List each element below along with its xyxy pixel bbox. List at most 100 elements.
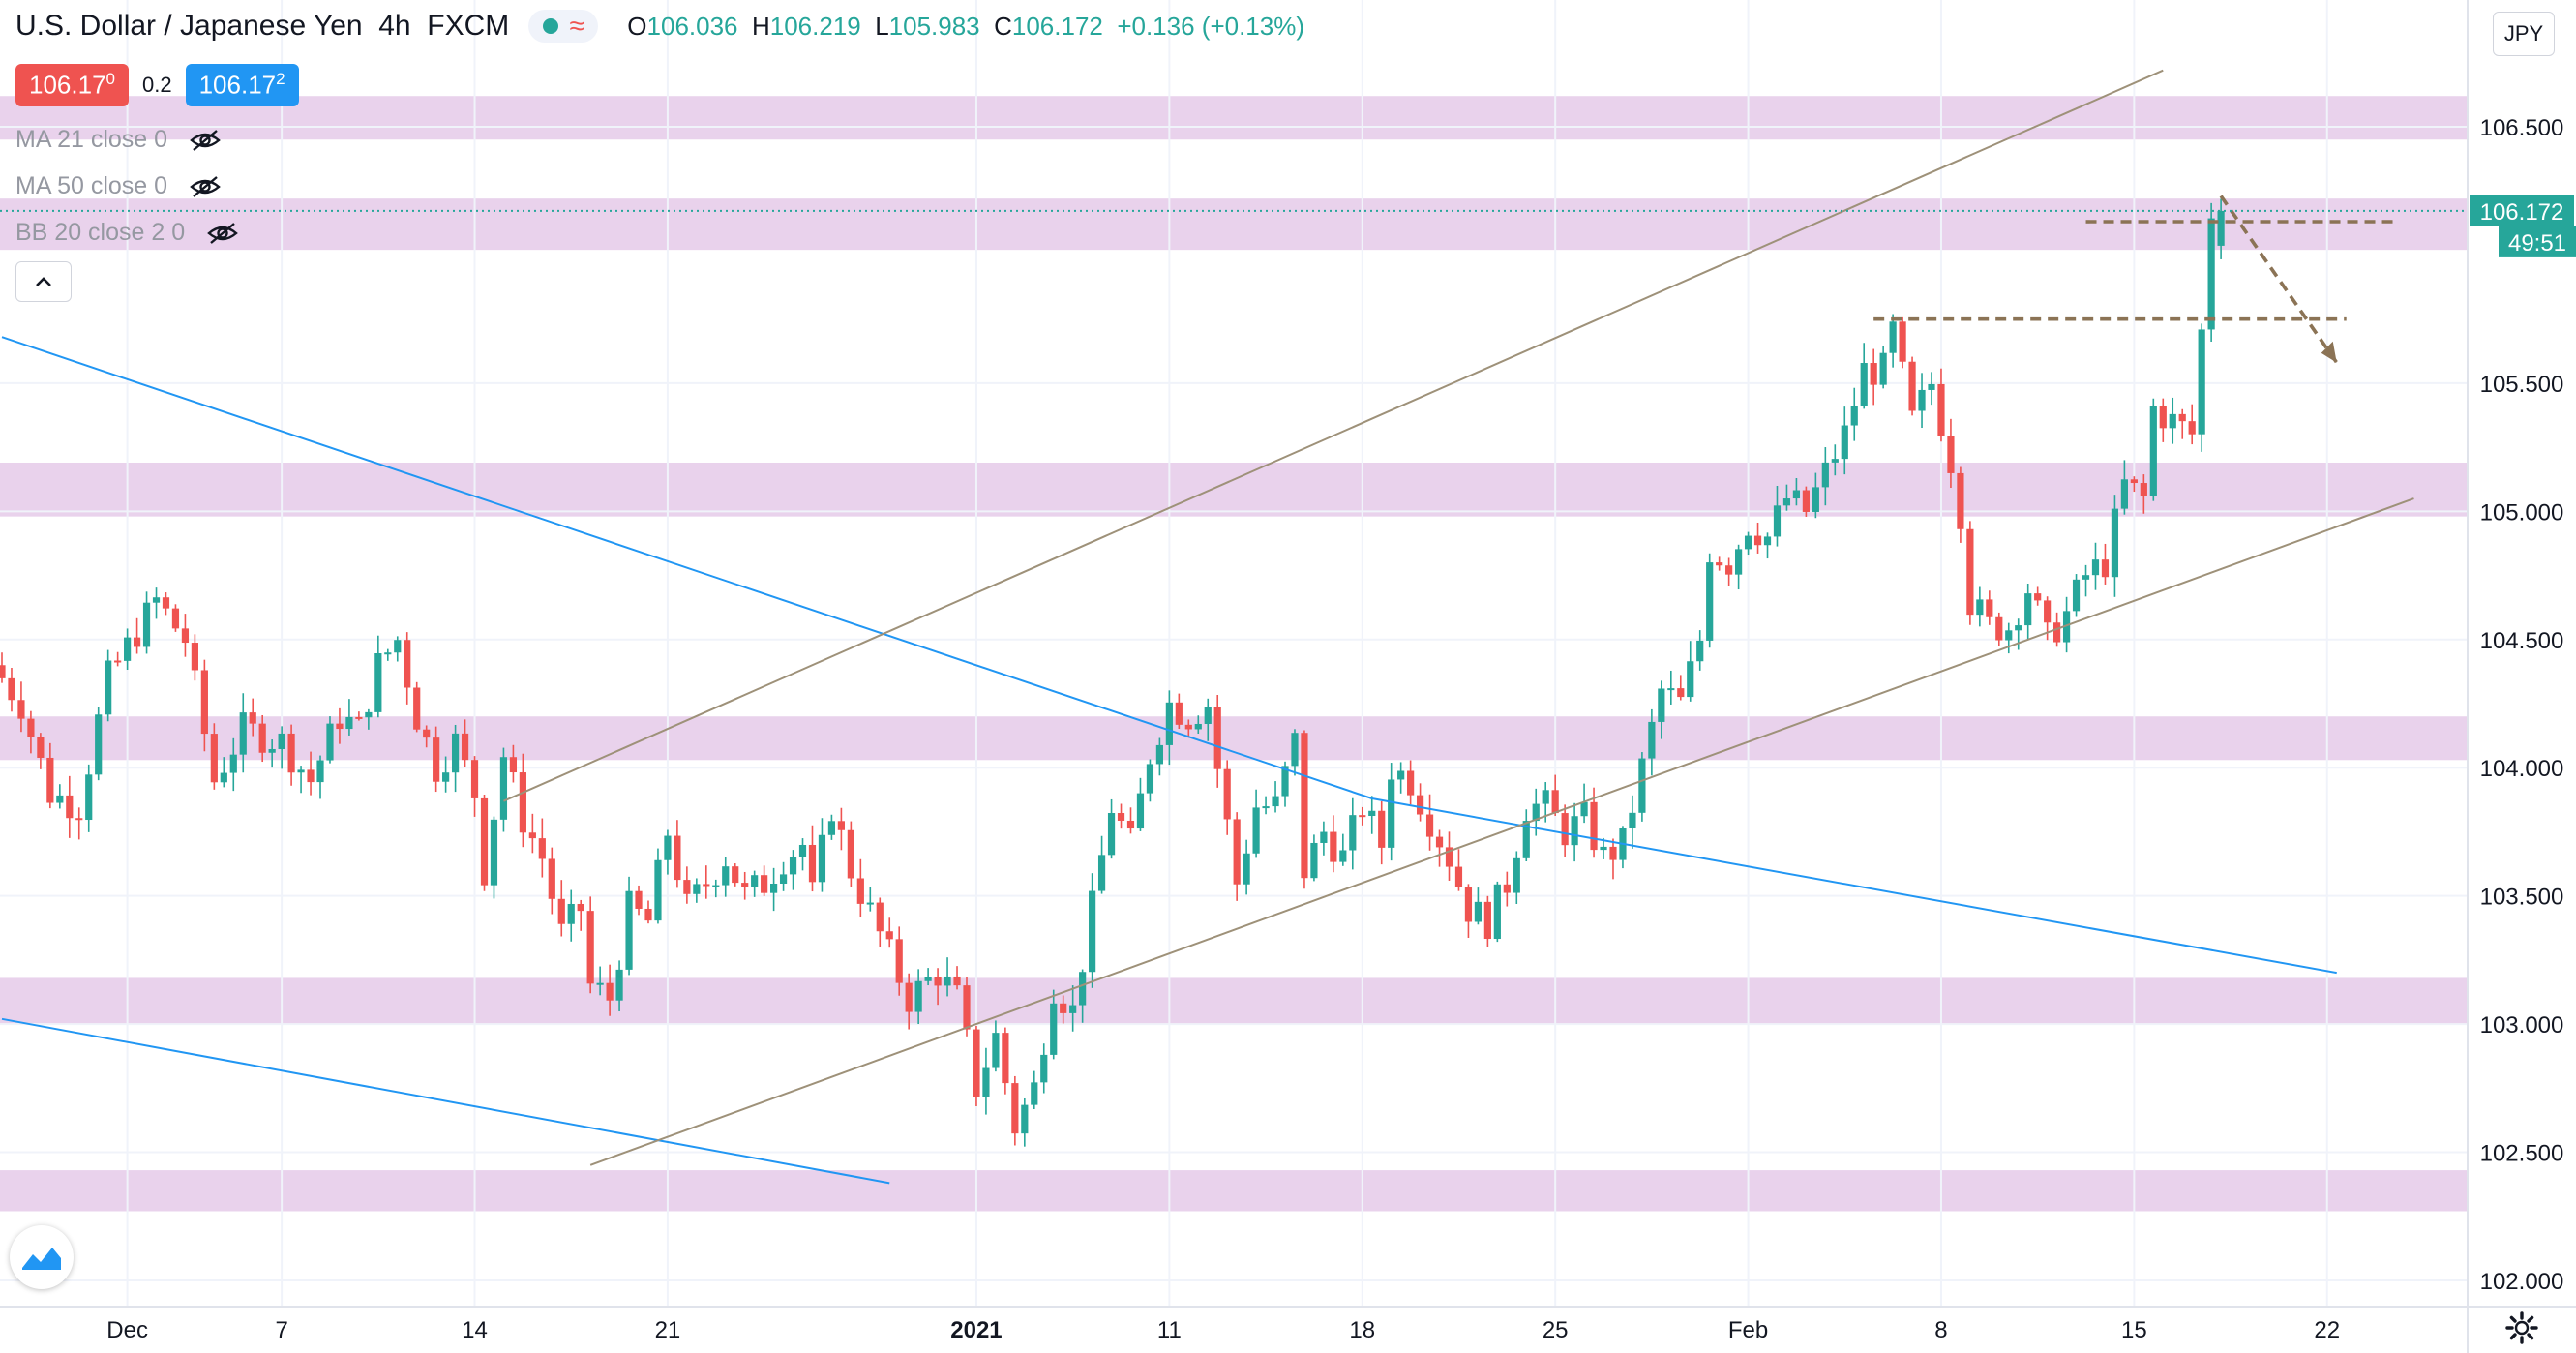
open-value: 106.036 — [646, 11, 738, 41]
candle-body — [1928, 383, 1935, 390]
channel-line-lower[interactable] — [589, 497, 2414, 1166]
candle-body — [1580, 801, 1588, 817]
candle-body — [1696, 640, 1704, 662]
hidden-eye-icon[interactable] — [189, 129, 222, 152]
candle-body — [1995, 616, 2003, 641]
candle-body — [1089, 890, 1096, 973]
candle-body — [297, 769, 305, 773]
candle-body — [1378, 810, 1386, 848]
resistance-zone — [0, 198, 2468, 251]
candle-body — [1050, 1003, 1058, 1055]
candle-body — [75, 818, 83, 821]
channel-line-upper[interactable] — [503, 69, 2164, 802]
indicator-ma50[interactable]: MA 50 close 0 — [15, 172, 222, 200]
hidden-eye-icon[interactable] — [189, 175, 222, 198]
time-tick-label: 11 — [1157, 1317, 1182, 1343]
candle-body — [394, 640, 402, 653]
candle-body — [712, 885, 720, 887]
candle-body — [316, 760, 324, 783]
trade-panel: 106.170 0.2 106.172 — [15, 64, 299, 106]
support-resistance-zones — [0, 96, 2468, 1212]
candle-body — [866, 902, 874, 905]
candle-body — [1117, 813, 1125, 821]
candle-body — [1782, 498, 1791, 506]
candle-body — [1658, 688, 1665, 722]
indicator-ma21[interactable]: MA 21 close 0 — [15, 126, 222, 154]
candle-body — [2015, 625, 2022, 631]
candle-body — [1233, 819, 1241, 885]
trendline-upper-extension[interactable] — [1371, 797, 2337, 975]
trendline-upper[interactable] — [1, 336, 1373, 799]
tradingview-logo-icon[interactable] — [10, 1225, 74, 1289]
price-tick-label: 104.500 — [2480, 628, 2564, 654]
price-tick-label: 103.500 — [2480, 885, 2564, 911]
candle-body — [1310, 842, 1318, 879]
data-delay-wave-icon: ≈ — [569, 11, 584, 41]
buy-price-fraction: 2 — [276, 70, 285, 88]
candle-body — [1889, 321, 1897, 353]
candle-body — [2005, 630, 2013, 641]
candle-body — [1272, 796, 1279, 807]
candle-body — [1021, 1104, 1029, 1134]
candle-body — [1079, 972, 1087, 1006]
candle-body — [895, 939, 903, 983]
candle-body — [847, 829, 854, 879]
candle-body — [2091, 559, 2100, 576]
candle-body — [924, 977, 932, 981]
sell-button[interactable]: 106.170 — [15, 64, 129, 106]
candle-body — [1320, 831, 1328, 843]
candle-body — [1947, 436, 1955, 473]
resistance-zone — [0, 716, 2468, 761]
price-tick-label: 102.000 — [2480, 1269, 2564, 1295]
candle-body — [1753, 535, 1762, 546]
candle-body — [2207, 218, 2215, 330]
candle-body — [808, 844, 817, 883]
candle-body — [1194, 723, 1202, 730]
indicator-bb20[interactable]: BB 20 close 2 0 — [15, 219, 239, 247]
candle-body — [433, 737, 440, 782]
candle-body — [2159, 406, 2167, 429]
candle-body — [1464, 887, 1473, 922]
candle-body — [992, 1033, 1000, 1068]
hidden-eye-icon[interactable] — [206, 222, 239, 245]
candle-body — [596, 982, 604, 985]
buy-button[interactable]: 106.172 — [185, 64, 299, 106]
symbol-title[interactable]: U.S. Dollar / Japanese Yen 4h FXCM — [15, 10, 509, 43]
candle-body — [1425, 814, 1434, 837]
currency-button[interactable]: JPY — [2493, 12, 2555, 56]
indicator-label: MA 21 close 0 — [15, 126, 168, 153]
candle-body — [46, 757, 54, 803]
candle-body — [1454, 866, 1463, 887]
candle-body — [876, 902, 884, 932]
candle-body — [1841, 425, 1848, 460]
candle-body — [1291, 733, 1299, 767]
candle-body — [105, 660, 112, 715]
candle-body — [1629, 812, 1636, 829]
candle-body — [1252, 807, 1260, 854]
chevron-up-icon — [36, 277, 51, 286]
candle-body — [142, 602, 151, 647]
market-status-badge[interactable]: ≈ — [528, 10, 599, 43]
drawn-lines — [1, 69, 2414, 1185]
candle-body — [1966, 528, 1974, 616]
time-tick-label: 25 — [1543, 1317, 1569, 1343]
gear-icon[interactable] — [2504, 1310, 2539, 1345]
candle-body — [326, 723, 334, 761]
collapse-legend-button[interactable] — [15, 261, 72, 302]
candle-body — [1416, 795, 1424, 815]
candle-body — [490, 819, 498, 886]
candle-body — [703, 884, 710, 887]
candle-body — [770, 884, 778, 893]
candle-body — [1330, 831, 1337, 862]
candle-body — [461, 733, 469, 761]
candle-body — [133, 637, 141, 647]
candle-body — [1262, 806, 1270, 809]
candle-body — [1648, 721, 1656, 759]
current-price-text: 106.172 — [2480, 199, 2564, 226]
trendline-lower[interactable] — [1, 1017, 890, 1185]
candle-body — [345, 716, 353, 730]
candle-body — [2034, 593, 2042, 601]
candle-body — [1899, 321, 1906, 362]
price-tick-label: 104.000 — [2480, 756, 2564, 782]
